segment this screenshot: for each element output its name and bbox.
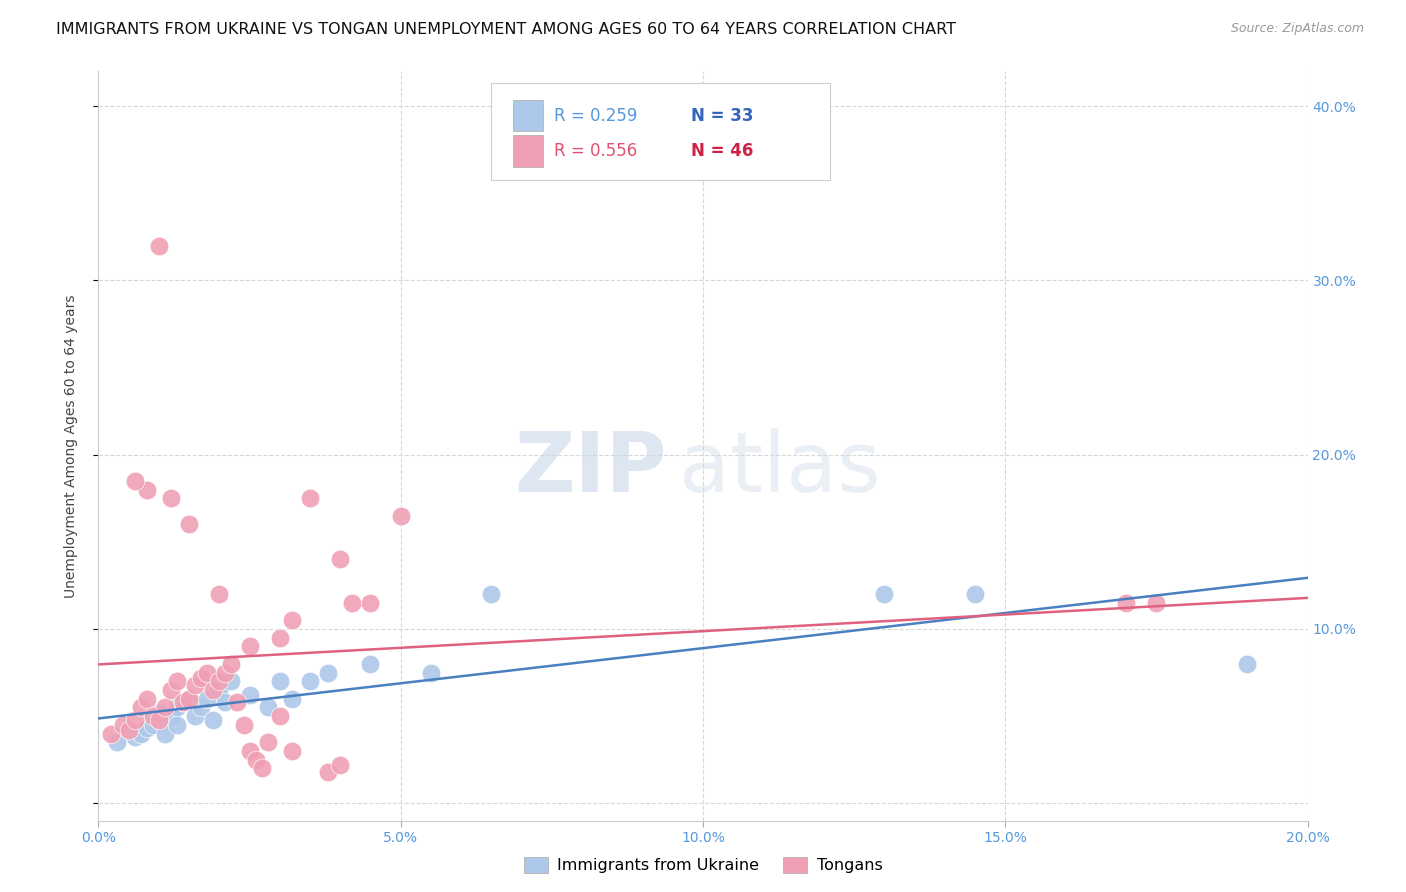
Point [256,735,278,749]
Point [1144,596,1167,610]
Text: ZIP: ZIP [515,428,666,509]
Point [148,713,170,727]
Point [239,744,262,758]
Point [166,700,188,714]
Point [124,474,146,488]
Point [873,587,896,601]
Text: N = 46: N = 46 [690,142,754,160]
Legend: Immigrants from Ukraine, Tongans: Immigrants from Ukraine, Tongans [517,850,889,880]
Point [360,657,382,671]
Point [329,757,352,772]
Text: IMMIGRANTS FROM UKRAINE VS TONGAN UNEMPLOYMENT AMONG AGES 60 TO 64 YEARS CORRELA: IMMIGRANTS FROM UKRAINE VS TONGAN UNEMPL… [56,22,956,37]
Text: atlas: atlas [679,428,880,509]
Point [124,730,146,744]
Point [269,631,291,645]
Point [202,682,225,697]
Point [239,640,262,654]
Point [135,721,157,735]
Point [281,613,304,627]
Point [342,596,364,610]
Bar [513,100,543,131]
Point [184,709,207,723]
Y-axis label: Unemployment Among Ages 60 to 64 years: Unemployment Among Ages 60 to 64 years [63,294,77,598]
Point [329,552,352,566]
Point [481,587,503,601]
Point [179,691,201,706]
FancyBboxPatch shape [492,83,830,180]
Point [124,713,146,727]
Point [148,713,170,727]
Point [208,682,231,697]
Point [214,695,236,709]
Point [135,483,157,497]
Point [250,761,273,775]
Text: R = 0.259: R = 0.259 [554,106,638,125]
Point [190,700,212,714]
Point [118,723,141,737]
Point [195,691,218,706]
Point [148,706,170,720]
Point [208,674,231,689]
Point [299,491,322,506]
Point [100,726,122,740]
Point [299,674,322,689]
Point [269,709,291,723]
Point [129,700,152,714]
Point [129,726,152,740]
Point [118,723,141,737]
Point [208,587,231,601]
Point [1236,657,1258,671]
Point [179,517,201,532]
Point [281,744,304,758]
Point [160,682,183,697]
Point [142,718,165,732]
Point [153,726,176,740]
Point [245,753,267,767]
Point [269,674,291,689]
Point [142,709,165,723]
Point [202,713,225,727]
Point [316,764,339,779]
Text: R = 0.556: R = 0.556 [554,142,637,160]
Point [256,700,278,714]
Point [190,671,212,685]
Point [172,695,194,709]
Bar [513,135,543,167]
Point [221,674,243,689]
Point [184,678,207,692]
Text: Source: ZipAtlas.com: Source: ZipAtlas.com [1230,22,1364,36]
Point [160,709,183,723]
Point [135,691,157,706]
Point [221,657,243,671]
Point [965,587,987,601]
Point [239,688,262,702]
Point [360,596,382,610]
Point [420,665,443,680]
Point [160,491,183,506]
Point [166,718,188,732]
Point [111,718,134,732]
Point [172,695,194,709]
Point [316,665,339,680]
Point [232,718,254,732]
Point [148,238,170,252]
Point [153,700,176,714]
Point [105,735,128,749]
Point [195,665,218,680]
Point [214,665,236,680]
Point [226,695,249,709]
Point [179,691,201,706]
Point [1115,596,1137,610]
Point [281,691,304,706]
Point [389,508,412,523]
Point [166,674,188,689]
Text: N = 33: N = 33 [690,106,754,125]
